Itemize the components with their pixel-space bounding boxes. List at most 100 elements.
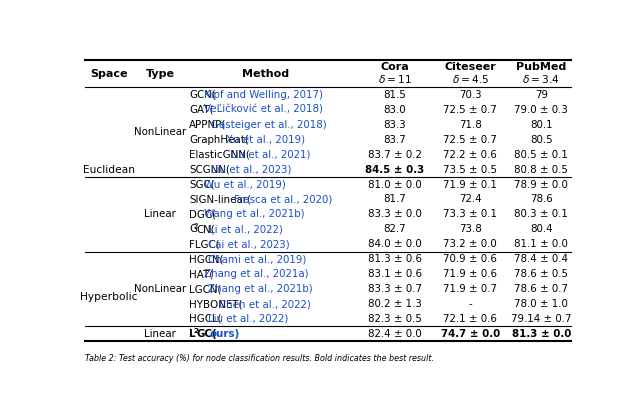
Text: 81.5: 81.5: [383, 90, 406, 100]
Text: Euclidean: Euclidean: [83, 164, 135, 174]
Text: 81.3 ± 0.6: 81.3 ± 0.6: [368, 254, 422, 264]
Text: ours): ours): [209, 329, 240, 339]
Text: Liu et al., 2023): Liu et al., 2023): [211, 164, 292, 174]
Text: ElasticGNN(: ElasticGNN(: [189, 150, 250, 160]
Text: Liu et al., 2021): Liu et al., 2021): [230, 150, 310, 160]
Text: LGCN(: LGCN(: [189, 284, 221, 294]
Text: Hyperbolic: Hyperbolic: [80, 292, 138, 302]
Text: -: -: [468, 299, 472, 309]
Text: GAT(: GAT(: [189, 105, 214, 115]
Text: 83.7 ± 0.2: 83.7 ± 0.2: [368, 150, 422, 160]
Text: 72.5 ± 0.7: 72.5 ± 0.7: [444, 135, 497, 145]
Text: Chen et al., 2022): Chen et al., 2022): [219, 299, 311, 309]
Text: 80.4: 80.4: [530, 224, 552, 234]
Text: 78.9 ± 0.0: 78.9 ± 0.0: [515, 180, 568, 190]
Text: GraphHeat(: GraphHeat(: [189, 135, 249, 145]
Text: Cai et al., 2023): Cai et al., 2023): [208, 239, 289, 249]
Text: Citeseer: Citeseer: [444, 62, 496, 72]
Text: 2: 2: [193, 328, 198, 334]
Text: Method: Method: [243, 69, 289, 79]
Text: 82.4 ± 0.0: 82.4 ± 0.0: [368, 329, 422, 339]
Text: 80.8 ± 0.5: 80.8 ± 0.5: [515, 164, 568, 174]
Text: HAT(: HAT(: [189, 269, 213, 279]
Text: SGC(: SGC(: [189, 180, 215, 190]
Text: 83.3: 83.3: [383, 120, 406, 130]
Text: CN(: CN(: [197, 224, 216, 234]
Text: Kipf and Welling, 2017): Kipf and Welling, 2017): [204, 90, 323, 100]
Text: Chami et al., 2019): Chami et al., 2019): [208, 254, 306, 264]
Text: GCN(: GCN(: [189, 90, 216, 100]
Text: 80.5: 80.5: [530, 135, 552, 145]
Text: 78.0 ± 1.0: 78.0 ± 1.0: [515, 299, 568, 309]
Text: DGC(: DGC(: [189, 209, 216, 219]
Text: SCGNN(: SCGNN(: [189, 164, 230, 174]
Text: 82.7: 82.7: [383, 224, 406, 234]
Text: 84.0 ± 0.0: 84.0 ± 0.0: [368, 239, 422, 249]
Text: Xu et al., 2019): Xu et al., 2019): [227, 135, 305, 145]
Text: SIGN-linear(: SIGN-linear(: [189, 194, 251, 204]
Text: 82.3 ± 0.5: 82.3 ± 0.5: [368, 314, 422, 324]
Text: Linear: Linear: [145, 329, 176, 339]
Text: G: G: [189, 224, 197, 234]
Text: 83.3 ± 0.0: 83.3 ± 0.0: [368, 209, 422, 219]
Text: Type: Type: [146, 69, 175, 79]
Text: 78.4 ± 0.4: 78.4 ± 0.4: [515, 254, 568, 264]
Text: Space: Space: [90, 69, 127, 79]
Text: Table 2: Test accuracy (%) for node classification results. Bold indicates the b: Table 2: Test accuracy (%) for node clas…: [85, 354, 434, 363]
Text: 84.5 ± 0.3: 84.5 ± 0.3: [365, 164, 424, 174]
Text: 72.2 ± 0.6: 72.2 ± 0.6: [444, 150, 497, 160]
Text: $\delta = 3.4$: $\delta = 3.4$: [522, 74, 560, 86]
Text: 72.4: 72.4: [459, 194, 482, 204]
Text: 70.3: 70.3: [459, 90, 482, 100]
Text: L: L: [189, 329, 196, 339]
Text: 71.8: 71.8: [459, 120, 482, 130]
Text: 73.5 ± 0.5: 73.5 ± 0.5: [444, 164, 497, 174]
Text: 80.5 ± 0.1: 80.5 ± 0.1: [515, 150, 568, 160]
Text: 78.6 ± 0.7: 78.6 ± 0.7: [515, 284, 568, 294]
Text: 78.6: 78.6: [530, 194, 553, 204]
Text: 81.3 ± 0.0: 81.3 ± 0.0: [511, 329, 571, 339]
Text: HYBONET(: HYBONET(: [189, 299, 243, 309]
Text: 80.3 ± 0.1: 80.3 ± 0.1: [515, 209, 568, 219]
Text: 73.8: 73.8: [459, 224, 482, 234]
Text: VeĽičković et al., 2018): VeĽičković et al., 2018): [204, 105, 323, 115]
Text: HGCL(: HGCL(: [189, 314, 221, 324]
Text: Liu et al., 2022): Liu et al., 2022): [208, 314, 288, 324]
Text: 81.1 ± 0.0: 81.1 ± 0.0: [515, 239, 568, 249]
Text: PubMed: PubMed: [516, 62, 566, 72]
Text: GC(: GC(: [197, 329, 218, 339]
Text: 80.1: 80.1: [530, 120, 552, 130]
Text: $\delta = 11$: $\delta = 11$: [378, 74, 412, 86]
Text: 83.1 ± 0.6: 83.1 ± 0.6: [368, 269, 422, 279]
Text: 79: 79: [535, 90, 548, 100]
Text: HGCN(: HGCN(: [189, 254, 223, 264]
Text: 83.7: 83.7: [383, 135, 406, 145]
Text: 81.0 ± 0.0: 81.0 ± 0.0: [368, 180, 422, 190]
Text: 81.7: 81.7: [383, 194, 406, 204]
Text: 2: 2: [193, 224, 198, 230]
Text: Wu et al., 2019): Wu et al., 2019): [204, 180, 286, 190]
Text: Cora: Cora: [381, 62, 410, 72]
Text: 80.2 ± 1.3: 80.2 ± 1.3: [368, 299, 422, 309]
Text: 79.0 ± 0.3: 79.0 ± 0.3: [515, 105, 568, 115]
Text: 70.9 ± 0.6: 70.9 ± 0.6: [444, 254, 497, 264]
Text: Linear: Linear: [145, 209, 176, 219]
Text: 71.9 ± 0.6: 71.9 ± 0.6: [444, 269, 497, 279]
Text: 71.9 ± 0.1: 71.9 ± 0.1: [444, 180, 497, 190]
Text: 73.2 ± 0.0: 73.2 ± 0.0: [444, 239, 497, 249]
Text: 83.0: 83.0: [383, 105, 406, 115]
Text: FLGC(: FLGC(: [189, 239, 220, 249]
Text: Zhang et al., 2021b): Zhang et al., 2021b): [208, 284, 312, 294]
Text: 73.3 ± 0.1: 73.3 ± 0.1: [444, 209, 497, 219]
Text: 83.3 ± 0.7: 83.3 ± 0.7: [368, 284, 422, 294]
Text: NonLinear: NonLinear: [134, 127, 186, 137]
Text: 79.14 ± 0.7: 79.14 ± 0.7: [511, 314, 572, 324]
Text: Gasteiger et al., 2018): Gasteiger et al., 2018): [211, 120, 327, 130]
Text: 78.6 ± 0.5: 78.6 ± 0.5: [515, 269, 568, 279]
Text: 72.1 ± 0.6: 72.1 ± 0.6: [444, 314, 497, 324]
Text: 74.7 ± 0.0: 74.7 ± 0.0: [441, 329, 500, 339]
Text: Frasca et al., 2020): Frasca et al., 2020): [234, 194, 332, 204]
Text: Wang et al., 2021b): Wang et al., 2021b): [204, 209, 305, 219]
Text: Li et al., 2022): Li et al., 2022): [209, 224, 284, 234]
Text: Zhang et al., 2021a): Zhang et al., 2021a): [204, 269, 308, 279]
